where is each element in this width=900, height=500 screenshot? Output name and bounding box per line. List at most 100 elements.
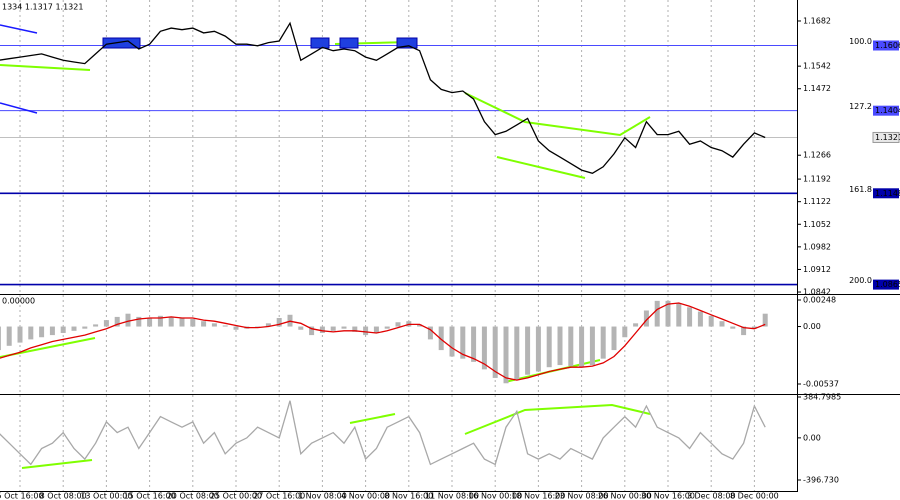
- data-line: [0, 302, 766, 381]
- histogram-bar: [395, 322, 401, 327]
- trend-line: [0, 102, 38, 114]
- y-tick-label: 0.00: [803, 433, 821, 442]
- histogram-bar: [719, 321, 725, 327]
- x-tick-label: 30 Nov 16:00: [641, 492, 695, 500]
- histogram-bar: [762, 313, 768, 327]
- histogram-bar: [265, 323, 271, 327]
- y-tick-label: 384.7985: [803, 392, 841, 401]
- histogram-bar: [179, 317, 185, 327]
- x-tick-label: 3 Dec 08:00: [687, 492, 736, 500]
- histogram-bar: [222, 325, 228, 327]
- histogram-bar: [125, 313, 131, 327]
- x-tick-label: 8 Dec 00:00: [730, 492, 779, 500]
- histogram-bar: [71, 326, 77, 331]
- histogram-bar: [136, 316, 142, 327]
- y-tick-label: 1.1192: [803, 175, 831, 184]
- y-tick-label: 1.1052: [803, 220, 831, 229]
- x-tick-label: 15 Oct 16:00: [124, 492, 176, 500]
- histogram-bar: [417, 324, 423, 327]
- y-tick-label: -396.730: [803, 475, 839, 484]
- histogram-bar: [449, 326, 455, 357]
- histogram-bar: [427, 326, 433, 340]
- histogram-bar: [697, 311, 703, 327]
- histogram-bar: [82, 326, 88, 329]
- histogram-bar: [741, 326, 747, 336]
- divergence-line: [464, 403, 651, 435]
- histogram-bar: [460, 326, 466, 359]
- marker-box: [310, 37, 330, 49]
- y-tick-label: 0.00248: [803, 295, 836, 304]
- histogram-bar: [730, 326, 736, 329]
- histogram-bar: [384, 326, 390, 329]
- divergence-line: [464, 92, 651, 137]
- level-label: 161.8: [849, 185, 872, 194]
- x-tick-label: 8 Nov 16:00: [384, 492, 433, 500]
- x-tick-label: 27 Oct 16:00: [253, 492, 305, 500]
- marker-box: [102, 37, 141, 49]
- marks: [0, 21, 768, 466]
- x-tick-label: 16 Nov 00:00: [468, 492, 522, 500]
- histogram-bar: [6, 326, 12, 346]
- level-box: [873, 40, 899, 51]
- histogram-bar: [514, 326, 520, 381]
- current-price-box: [872, 131, 900, 143]
- indicator-header: 0.00000: [2, 297, 35, 306]
- y-tick-label: 1.0842: [803, 288, 831, 297]
- histogram-bar: [373, 326, 379, 333]
- x-tick-label: 5 Oct 16:00: [0, 492, 44, 500]
- histogram-bar: [233, 326, 239, 330]
- x-tick-label: 18 Nov 16:00: [511, 492, 565, 500]
- divergence-line: [496, 156, 586, 179]
- y-tick-label: 1.1472: [803, 84, 831, 93]
- x-tick-label: 8 Oct 08:00: [40, 492, 87, 500]
- histogram-bar: [28, 326, 34, 340]
- histogram-bar: [352, 326, 358, 332]
- histogram-bar: [39, 326, 45, 338]
- histogram-bar: [276, 317, 282, 327]
- histogram-bar: [309, 326, 315, 336]
- histogram-bar: [211, 323, 217, 327]
- histogram-bar: [503, 326, 509, 384]
- level-value: 1.1148: [875, 189, 900, 198]
- marker-box: [396, 37, 418, 49]
- x-tick-label: 25 Oct 00:00: [210, 492, 262, 500]
- y-tick-label: -0.00537: [803, 380, 839, 389]
- x-tick-label: 1 Nov 08:00: [298, 492, 347, 500]
- histogram-bar: [676, 302, 682, 327]
- histogram-bar: [103, 320, 109, 327]
- level-label: 200.0: [849, 276, 872, 285]
- y-tick-label: 1.1122: [803, 197, 831, 206]
- y-tick-label: 1.1266: [803, 151, 831, 160]
- histogram-bar: [687, 307, 693, 327]
- y-tick-label: 0.00: [803, 322, 821, 331]
- histogram-bar: [535, 326, 541, 372]
- histogram-bar: [298, 326, 304, 330]
- level-box: [873, 105, 899, 116]
- histogram-bar: [633, 323, 639, 327]
- histogram-bar: [0, 326, 1, 351]
- histogram-bar: [751, 326, 757, 329]
- y-tick-label: 1.0982: [803, 242, 831, 251]
- x-tick-label: 20 Oct 08:00: [167, 492, 219, 500]
- current-price: 1.1321: [875, 133, 900, 142]
- y-tick-label: 1.0912: [803, 265, 831, 274]
- histogram-bar: [255, 326, 261, 328]
- histogram-bar: [600, 326, 606, 359]
- marker-box: [339, 37, 359, 49]
- histogram-bar: [654, 300, 660, 327]
- histogram-bar: [546, 326, 552, 368]
- histogram-bar: [708, 315, 714, 327]
- histogram-bar: [93, 324, 99, 327]
- level-box: [873, 279, 899, 290]
- histogram-bar: [319, 326, 325, 333]
- histogram-bar: [568, 326, 574, 367]
- histogram-bar: [60, 326, 66, 333]
- histogram-bar: [589, 326, 595, 366]
- histogram-bar: [201, 321, 207, 327]
- histogram-bar: [147, 317, 153, 327]
- histogram-bar: [557, 326, 563, 366]
- data-line: [0, 400, 766, 466]
- histogram-bar: [363, 326, 369, 336]
- level-box: [873, 188, 899, 199]
- level-label: 100.0: [849, 37, 872, 46]
